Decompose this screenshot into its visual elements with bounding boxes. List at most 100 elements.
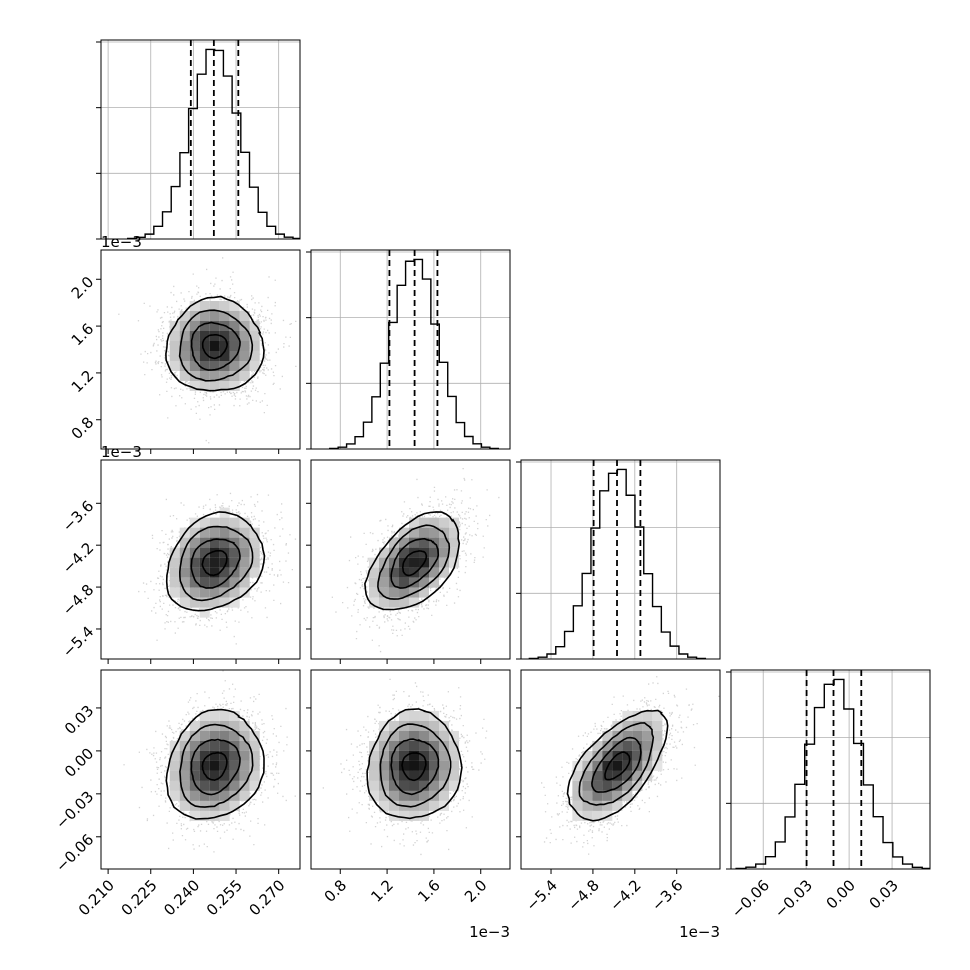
- density-cell: [189, 587, 200, 598]
- density-cell: [199, 350, 210, 361]
- density-cell: [379, 597, 390, 608]
- density-cell: [652, 720, 663, 731]
- density-cell: [419, 760, 430, 771]
- density-cell: [239, 547, 250, 558]
- density-cell: [209, 750, 220, 761]
- density-cell: [429, 567, 440, 578]
- density-cell: [209, 350, 220, 361]
- density-cell: [189, 750, 200, 761]
- density-cell: [189, 340, 200, 351]
- density-cell: [399, 760, 410, 771]
- density-cell: [189, 567, 200, 578]
- density-cell: [449, 547, 460, 558]
- density-cell: [179, 780, 190, 791]
- density-cell: [379, 780, 390, 791]
- density-cell: [229, 547, 240, 558]
- density-cell: [249, 557, 260, 568]
- density-cell: [169, 780, 180, 791]
- x-tick-label: −4.8: [564, 876, 602, 914]
- contour-line: [190, 738, 241, 796]
- density-cell: [209, 360, 220, 371]
- scatter-panel-3-0: [96, 669, 301, 874]
- density-cell: [209, 567, 220, 578]
- density-cell: [419, 730, 430, 741]
- density-cell: [199, 587, 210, 598]
- density-cell: [439, 760, 450, 771]
- density-cell: [249, 547, 260, 558]
- density-cell: [189, 370, 200, 381]
- density-cell: [229, 300, 240, 311]
- density-cell: [592, 750, 603, 761]
- density-cell: [572, 760, 583, 771]
- density-cell: [179, 360, 190, 371]
- density-cell: [632, 710, 643, 721]
- density-cell: [249, 567, 260, 578]
- density-cell: [652, 760, 663, 771]
- density-cell: [409, 810, 420, 821]
- density-cell: [592, 770, 603, 781]
- y-tick-label: −3.6: [59, 497, 97, 535]
- density-cell: [429, 557, 440, 568]
- density-cell: [592, 800, 603, 811]
- density-cell: [249, 320, 260, 331]
- density-cell: [219, 810, 230, 821]
- density-cell: [239, 750, 250, 761]
- density-cell: [199, 770, 210, 781]
- density-cell: [199, 710, 210, 721]
- contour-line: [591, 736, 642, 793]
- density-cell: [169, 750, 180, 761]
- density-cell: [429, 527, 440, 538]
- density-cell: [199, 577, 210, 588]
- density-cell: [219, 517, 230, 528]
- density-cell: [602, 780, 613, 791]
- density-cell: [199, 360, 210, 371]
- density-cell: [409, 720, 420, 731]
- density-cell: [249, 350, 260, 361]
- x-tick-label: 0.210: [75, 876, 118, 919]
- x-tick-label: −5.4: [522, 876, 560, 914]
- density-cell: [179, 730, 190, 741]
- density-cell: [239, 577, 250, 588]
- density-cell: [189, 810, 200, 821]
- density-cell: [389, 547, 400, 558]
- contour-line: [179, 723, 254, 808]
- density-cell: [199, 607, 210, 618]
- density-cell: [179, 577, 190, 588]
- density-cell: [229, 557, 240, 568]
- density-cell: [249, 360, 260, 371]
- scatter-panel-3-2: [516, 669, 721, 874]
- y-tick-label: 1.2: [68, 367, 98, 397]
- density-cell: [449, 557, 460, 568]
- contour-line: [566, 709, 669, 822]
- contour-line: [364, 511, 461, 611]
- density-cell: [622, 710, 633, 721]
- density-cell: [239, 790, 250, 801]
- density-cell: [399, 710, 410, 721]
- density-cell: [612, 750, 623, 761]
- density-cell: [572, 780, 583, 791]
- x-tick-label: 2.0: [461, 876, 491, 906]
- density-cell: [399, 810, 410, 821]
- density-cell: [229, 330, 240, 341]
- density-cell: [169, 330, 180, 341]
- density-cell: [209, 740, 220, 751]
- density-cell: [209, 380, 220, 391]
- density-cell: [632, 750, 643, 761]
- density-cell: [439, 547, 450, 558]
- density-cell: [389, 790, 400, 801]
- density-cell: [179, 557, 190, 568]
- density-cell: [399, 577, 410, 588]
- density-cell: [189, 557, 200, 568]
- density-cell: [189, 780, 200, 791]
- density-cell: [602, 800, 613, 811]
- density-cell: [249, 740, 260, 751]
- density-cell: [219, 330, 230, 341]
- density-cell: [369, 587, 380, 598]
- density-cell: [379, 770, 390, 781]
- density-cell: [652, 730, 663, 741]
- x-tick-label: 1.2: [367, 876, 397, 906]
- density-cell: [209, 517, 220, 528]
- density-cell: [449, 760, 460, 771]
- density-cell: [399, 750, 410, 761]
- density-cell: [419, 720, 430, 731]
